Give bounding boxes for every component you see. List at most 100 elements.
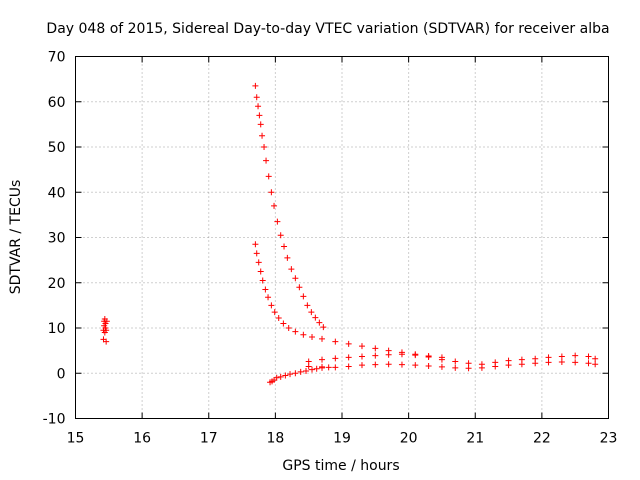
data-points — [100, 82, 599, 386]
y-tick-label: 70 — [48, 50, 66, 66]
data-point — [309, 366, 316, 373]
data-point — [572, 352, 579, 359]
data-point — [252, 82, 259, 89]
series-band-lower — [305, 358, 599, 372]
data-point — [372, 352, 379, 359]
data-point — [257, 121, 264, 128]
x-tick-label: 22 — [533, 431, 551, 447]
data-point — [465, 365, 472, 372]
y-tick-label: 20 — [48, 276, 66, 292]
x-tick-label: 21 — [466, 431, 484, 447]
data-point — [252, 241, 259, 248]
data-point — [303, 367, 310, 374]
x-tick-label: 20 — [400, 431, 418, 447]
y-tick-label: 50 — [48, 140, 66, 156]
data-point — [572, 359, 579, 366]
data-point — [292, 275, 299, 282]
data-point — [398, 351, 405, 358]
data-point — [103, 318, 110, 325]
data-point — [585, 353, 592, 360]
y-tick-label: 10 — [48, 321, 66, 337]
tick-labels: 15 16 17 18 19 20 21 22 23 -10 0 10 20 30 40 50 60 70 — [43, 50, 618, 447]
data-point — [505, 362, 512, 369]
data-point — [275, 315, 282, 322]
data-point — [297, 368, 304, 375]
data-point — [319, 356, 326, 363]
data-point — [452, 364, 459, 371]
data-point — [292, 328, 299, 335]
data-point — [385, 361, 392, 368]
data-point — [358, 362, 365, 369]
data-point — [358, 353, 365, 360]
data-point — [545, 359, 552, 366]
grid — [75, 56, 609, 419]
data-point — [265, 294, 272, 301]
data-point — [292, 370, 299, 377]
y-tick-label: 0 — [57, 366, 66, 382]
data-point — [438, 356, 445, 363]
y-tick-label: 60 — [48, 95, 66, 111]
data-point — [585, 360, 592, 367]
data-point — [558, 353, 565, 360]
y-axis-label: SDTVAR / TECUs — [8, 180, 24, 295]
data-point — [268, 302, 275, 309]
x-tick-label: 23 — [600, 431, 618, 447]
data-point — [262, 286, 269, 293]
series-steep-arc — [252, 82, 327, 331]
plot-frame — [75, 56, 609, 419]
data-point — [319, 363, 326, 370]
series-lower-arc — [252, 241, 445, 361]
data-point — [273, 374, 280, 381]
data-point — [332, 338, 339, 345]
data-point — [358, 343, 365, 350]
y-tick-label: 30 — [48, 231, 66, 247]
data-point — [103, 327, 110, 334]
data-point — [492, 363, 499, 370]
data-point — [319, 335, 326, 342]
data-point — [558, 358, 565, 365]
data-point — [271, 309, 278, 316]
data-point — [277, 373, 284, 380]
data-point — [412, 352, 419, 359]
data-point — [281, 243, 288, 250]
data-point — [398, 361, 405, 368]
data-point — [282, 372, 289, 379]
data-point — [305, 363, 312, 370]
data-point — [312, 314, 319, 321]
data-point — [296, 284, 303, 291]
data-point — [452, 358, 459, 365]
data-point — [592, 361, 599, 368]
data-point — [285, 325, 292, 331]
x-tick-label: 18 — [266, 431, 284, 447]
data-point — [253, 94, 260, 101]
data-point — [345, 354, 352, 361]
data-point — [288, 266, 295, 273]
data-point — [532, 360, 539, 367]
data-point — [372, 345, 379, 352]
data-point — [271, 202, 278, 209]
data-point — [253, 250, 260, 257]
data-point — [103, 338, 110, 345]
data-point — [261, 144, 268, 150]
data-point — [308, 309, 315, 316]
data-point — [309, 334, 316, 341]
data-point — [287, 371, 294, 378]
data-point — [274, 218, 281, 225]
x-tick-label: 15 — [67, 431, 85, 447]
y-tick-label: -10 — [43, 412, 66, 428]
data-point — [300, 331, 307, 338]
data-point — [255, 103, 262, 110]
x-tick-label: 19 — [333, 431, 351, 447]
data-point — [277, 232, 284, 239]
data-point — [263, 157, 270, 164]
x-axis-label: GPS time / hours — [282, 458, 399, 474]
data-point — [313, 365, 320, 372]
data-point — [320, 324, 327, 331]
x-tick-label: 16 — [133, 431, 151, 447]
series-band-upper — [305, 351, 599, 368]
data-point — [257, 268, 264, 275]
data-point — [332, 355, 339, 362]
data-point — [284, 254, 291, 261]
data-point — [325, 364, 332, 371]
series-cluster-15.4 — [100, 315, 110, 345]
